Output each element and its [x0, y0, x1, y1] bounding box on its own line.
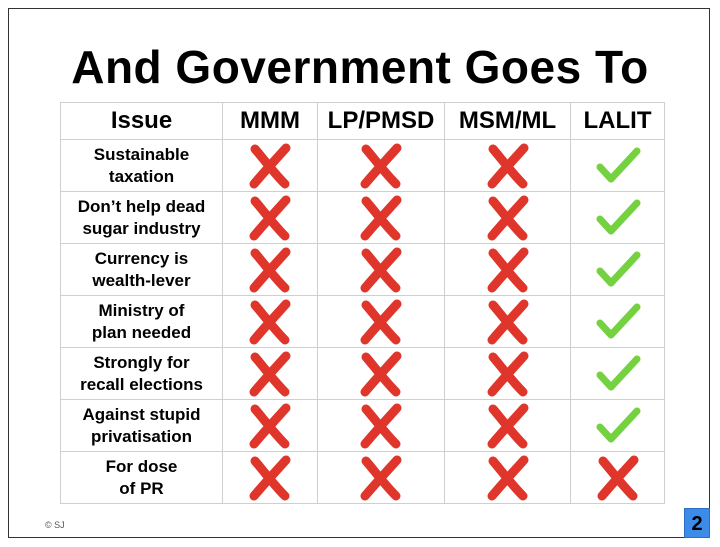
mark-cell-mmm [222, 295, 318, 348]
red-cross-icon [487, 143, 528, 188]
red-cross-icon [249, 195, 291, 240]
table-row: Ministry of plan needed [60, 295, 665, 348]
red-cross-icon [487, 195, 528, 240]
comparison-table: Issue MMM LP/PMSD MSM/ML LALIT Sustainab… [60, 102, 665, 504]
header-msm-ml: MSM/ML [444, 102, 571, 140]
red-cross-icon [360, 351, 402, 396]
mark-cell-lp-pmsd [317, 295, 445, 348]
mark-cell-lalit [570, 451, 665, 504]
issue-cell: Ministry of plan needed [60, 295, 223, 348]
mark-cell-lp-pmsd [317, 139, 445, 192]
header-lalit: LALIT [570, 102, 665, 140]
header-issue: Issue [60, 102, 223, 140]
issue-cell: Against stupid privatisation [60, 399, 223, 452]
table-row: Currency is wealth-lever [60, 243, 665, 296]
red-cross-icon [487, 247, 528, 292]
mark-cell-lalit [570, 243, 665, 296]
green-check-icon [596, 251, 640, 286]
table-row: Strongly for recall elections [60, 347, 665, 400]
mark-cell-msm-ml [444, 191, 571, 244]
table-row: Against stupid privatisation [60, 399, 665, 452]
red-cross-icon [249, 299, 291, 344]
issue-label: Currency is wealth-lever [92, 248, 191, 290]
mark-cell-mmm [222, 451, 318, 504]
page-number-badge: 2 [684, 508, 710, 538]
red-cross-icon [487, 455, 528, 500]
mark-cell-lalit [570, 139, 665, 192]
green-check-icon [596, 303, 640, 338]
mark-cell-lp-pmsd [317, 347, 445, 400]
issue-cell: Don’t help dead sugar industry [60, 191, 223, 244]
red-cross-icon [360, 195, 402, 240]
red-cross-icon [487, 403, 528, 448]
table-row: Sustainable taxation [60, 139, 665, 192]
mark-cell-msm-ml [444, 139, 571, 192]
mark-cell-msm-ml [444, 347, 571, 400]
mark-cell-msm-ml [444, 451, 571, 504]
red-cross-icon [487, 299, 528, 344]
table-header-row: Issue MMM LP/PMSD MSM/ML LALIT [60, 102, 665, 140]
table-row: Don’t help dead sugar industry [60, 191, 665, 244]
mark-cell-lp-pmsd [317, 451, 445, 504]
mark-cell-lalit [570, 191, 665, 244]
slide-title: And Government Goes To [71, 41, 649, 93]
red-cross-icon [249, 351, 291, 396]
red-cross-icon [360, 143, 402, 188]
red-cross-icon [360, 299, 402, 344]
mark-cell-lalit [570, 399, 665, 452]
header-lp-pmsd: LP/PMSD [317, 102, 445, 140]
mark-cell-mmm [222, 243, 318, 296]
red-cross-icon [249, 143, 291, 188]
issue-cell: Sustainable taxation [60, 139, 223, 192]
header-mmm: MMM [222, 102, 318, 140]
mark-cell-lp-pmsd [317, 399, 445, 452]
table-body: Sustainable taxation Don’t help dead suga… [60, 139, 665, 504]
issue-cell: Currency is wealth-lever [60, 243, 223, 296]
green-check-icon [596, 147, 640, 182]
issue-label: Strongly for recall elections [80, 352, 203, 394]
red-cross-icon [249, 403, 291, 448]
issue-cell: Strongly for recall elections [60, 347, 223, 400]
issue-label: For dose of PR [105, 456, 178, 498]
issue-cell: For dose of PR [60, 451, 223, 504]
copyright-notice: © SJ [45, 520, 65, 530]
red-cross-icon [360, 403, 402, 448]
issue-label: Don’t help dead sugar industry [77, 196, 206, 238]
mark-cell-lalit [570, 347, 665, 400]
green-check-icon [596, 407, 640, 442]
mark-cell-mmm [222, 191, 318, 244]
mark-cell-lp-pmsd [317, 243, 445, 296]
issue-label: Ministry of plan needed [91, 300, 192, 342]
issue-label: Sustainable taxation [93, 144, 190, 186]
mark-cell-mmm [222, 399, 318, 452]
mark-cell-lalit [570, 295, 665, 348]
red-cross-icon [360, 455, 402, 500]
mark-cell-mmm [222, 347, 318, 400]
mark-cell-msm-ml [444, 295, 571, 348]
table-row: For dose of PR [60, 451, 665, 504]
red-cross-icon [249, 455, 291, 500]
red-cross-icon [249, 247, 291, 292]
red-cross-icon [597, 455, 638, 500]
mark-cell-msm-ml [444, 399, 571, 452]
green-check-icon [596, 199, 640, 234]
mark-cell-mmm [222, 139, 318, 192]
mark-cell-msm-ml [444, 243, 571, 296]
red-cross-icon [360, 247, 402, 292]
issue-label: Against stupid privatisation [82, 404, 201, 446]
mark-cell-lp-pmsd [317, 191, 445, 244]
red-cross-icon [487, 351, 528, 396]
green-check-icon [596, 355, 640, 390]
